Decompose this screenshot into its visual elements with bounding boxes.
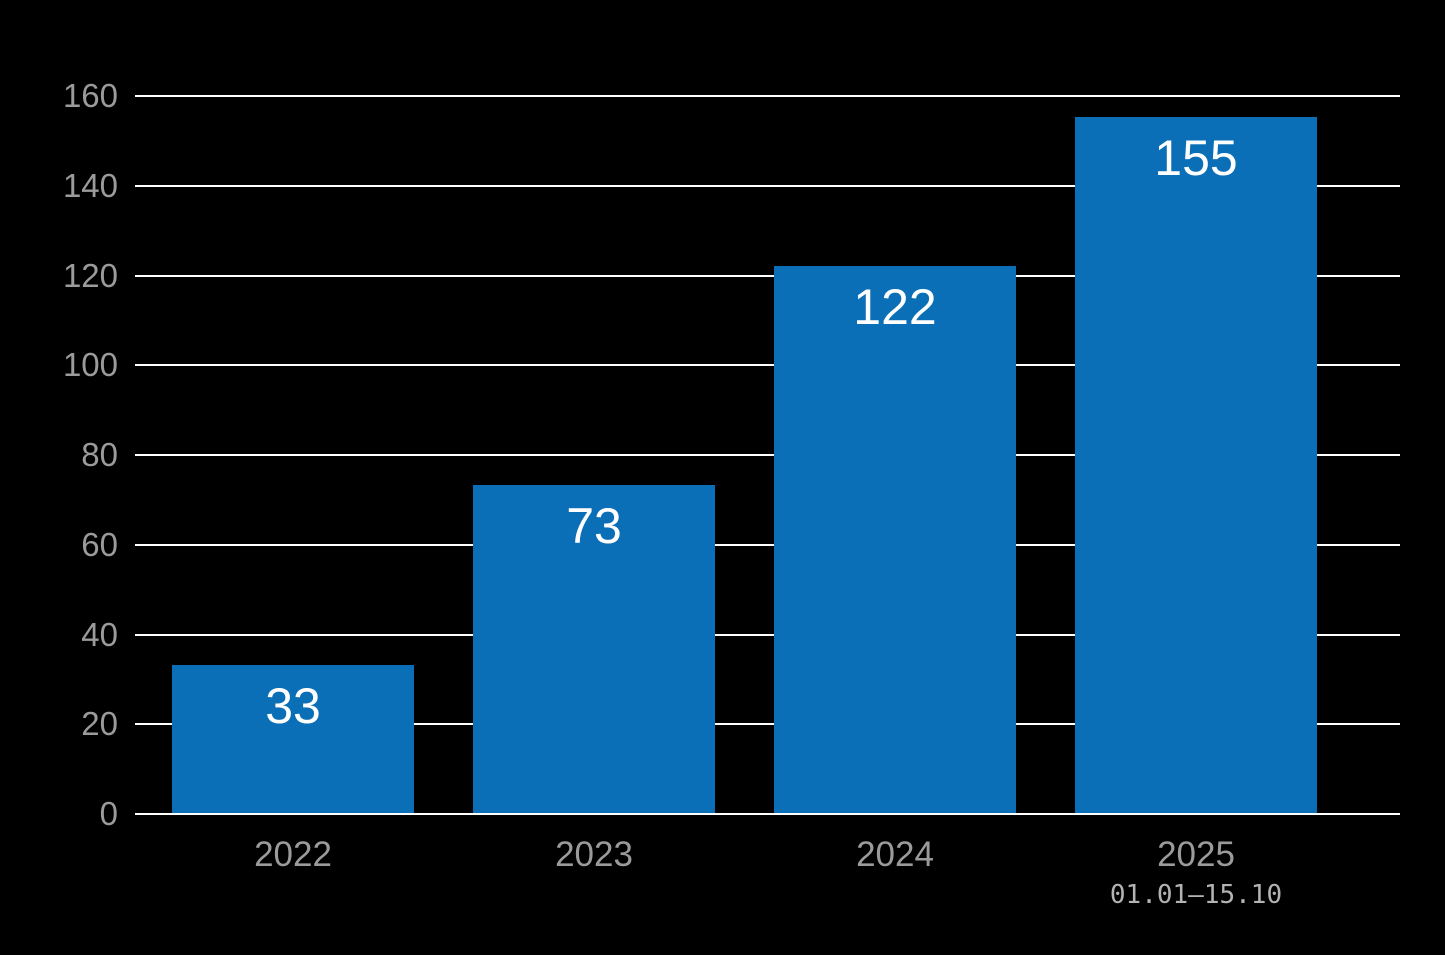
y-tick-label-40: 40 bbox=[81, 615, 118, 653]
y-tick-label-60: 60 bbox=[81, 525, 118, 563]
x-axis-sublabel-2025: 01.01–15.10 bbox=[1109, 880, 1283, 910]
gridline-40 bbox=[135, 633, 1400, 636]
bar-2025: 155 bbox=[1075, 117, 1317, 813]
gridline-160 bbox=[135, 95, 1400, 97]
x-axis-label-2024: 2024 bbox=[856, 835, 934, 874]
gridline-20 bbox=[135, 723, 1400, 726]
gridline-100 bbox=[135, 364, 1400, 367]
bar-value-label-2023: 73 bbox=[566, 498, 622, 555]
y-tick-label-20: 20 bbox=[81, 705, 118, 743]
gridline-80 bbox=[135, 454, 1400, 456]
gridline-0 bbox=[135, 813, 1400, 815]
bar-2024: 122 bbox=[774, 265, 1016, 813]
x-axis-label-2022: 2022 bbox=[254, 835, 332, 874]
y-tick-label-140: 140 bbox=[62, 166, 118, 204]
bar-value-label-2022: 33 bbox=[265, 677, 321, 734]
bar-2022: 33 bbox=[172, 664, 414, 813]
y-tick-label-100: 100 bbox=[62, 346, 118, 384]
y-tick-label-0: 0 bbox=[99, 795, 118, 832]
gridline-140 bbox=[135, 184, 1400, 187]
y-tick-label-80: 80 bbox=[81, 436, 118, 473]
x-axis-label-2023: 2023 bbox=[555, 835, 633, 874]
gridline-60 bbox=[135, 543, 1400, 546]
gridline-120 bbox=[135, 274, 1400, 277]
bar-value-label-2024: 122 bbox=[853, 278, 937, 335]
y-tick-label-160: 160 bbox=[62, 77, 118, 114]
bar-2023: 73 bbox=[473, 485, 715, 813]
x-axis-label-2025: 2025 bbox=[1157, 835, 1235, 874]
bar-value-label-2025: 155 bbox=[1154, 130, 1238, 187]
y-tick-label-120: 120 bbox=[62, 256, 118, 294]
